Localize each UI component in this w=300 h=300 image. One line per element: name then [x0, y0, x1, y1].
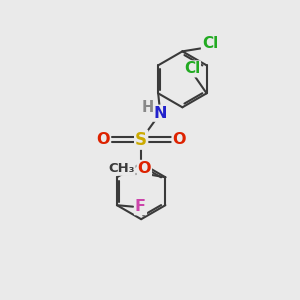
Text: Cl: Cl: [202, 36, 218, 51]
Text: N: N: [154, 106, 167, 121]
Text: O: O: [137, 161, 151, 176]
Text: O: O: [173, 132, 186, 147]
Text: Cl: Cl: [184, 61, 200, 76]
Text: O: O: [96, 132, 110, 147]
Text: H: H: [142, 100, 154, 116]
Text: F: F: [135, 199, 146, 214]
Text: CH₃: CH₃: [108, 162, 135, 175]
Text: S: S: [135, 131, 147, 149]
